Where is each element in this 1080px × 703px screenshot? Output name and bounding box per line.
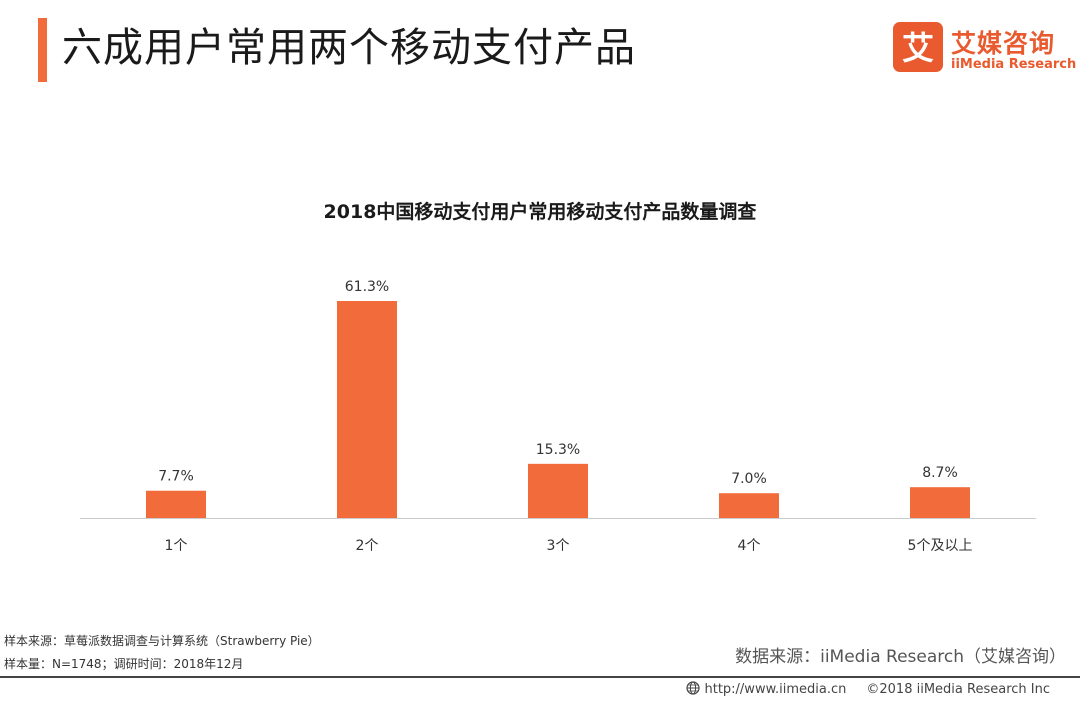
page-title: 六成用户常用两个移动支付产品 <box>62 25 636 71</box>
x-tick-label: 2个 <box>356 538 379 554</box>
x-tick-label: 3个 <box>547 538 570 554</box>
chart-title: 2018中国移动支付用户常用移动支付产品数量调查 <box>323 201 757 223</box>
bar-1 <box>146 490 206 518</box>
bar-value-label: 7.0% <box>731 471 767 487</box>
footer-copyright: ©2018 iiMedia Research Inc <box>866 682 1050 697</box>
bar-chart: 7.7% 1个 61.3% 2个 15.3% 3个 7.0% 4个 8.7% 5个及以上 <box>80 279 1036 554</box>
bar-value-label: 61.3% <box>345 279 389 295</box>
bar-4 <box>719 493 779 518</box>
globe-icon <box>686 681 701 695</box>
footer: http://www.iimedia.cn ©2018 iiMedia Resea… <box>0 681 1050 699</box>
logo-subtitle: iiMedia Research <box>951 57 1077 72</box>
logo-name: 艾媒咨询 <box>951 29 1056 58</box>
sample-size-note: 样本量：N=1748；调研时间：2018年12月 <box>4 657 244 671</box>
logo-mark-icon: 艾 <box>893 22 943 72</box>
footer-url[interactable]: http://www.iimedia.cn <box>704 682 847 697</box>
bar-3 <box>528 463 588 518</box>
sample-source-note: 样本来源：草莓派数据调查与计算系统（Strawberry Pie） <box>4 634 320 648</box>
bar-value-label: 8.7% <box>922 465 958 481</box>
logo-mark-char: 艾 <box>902 29 934 67</box>
bar-2 <box>337 301 397 518</box>
bar-value-label: 15.3% <box>536 442 580 458</box>
bar-value-label: 7.7% <box>158 469 194 485</box>
iimedia-logo: 艾 艾媒咨询 iiMedia Research <box>893 22 1077 78</box>
x-tick-label: 4个 <box>738 538 761 554</box>
x-tick-label: 1个 <box>165 538 188 554</box>
footer-divider <box>0 676 1080 678</box>
x-tick-label: 5个及以上 <box>908 538 973 554</box>
data-source: 数据来源：iiMedia Research（艾媒咨询） <box>735 647 1066 667</box>
title-accent-bar <box>38 18 47 82</box>
bar-5 <box>910 487 970 518</box>
